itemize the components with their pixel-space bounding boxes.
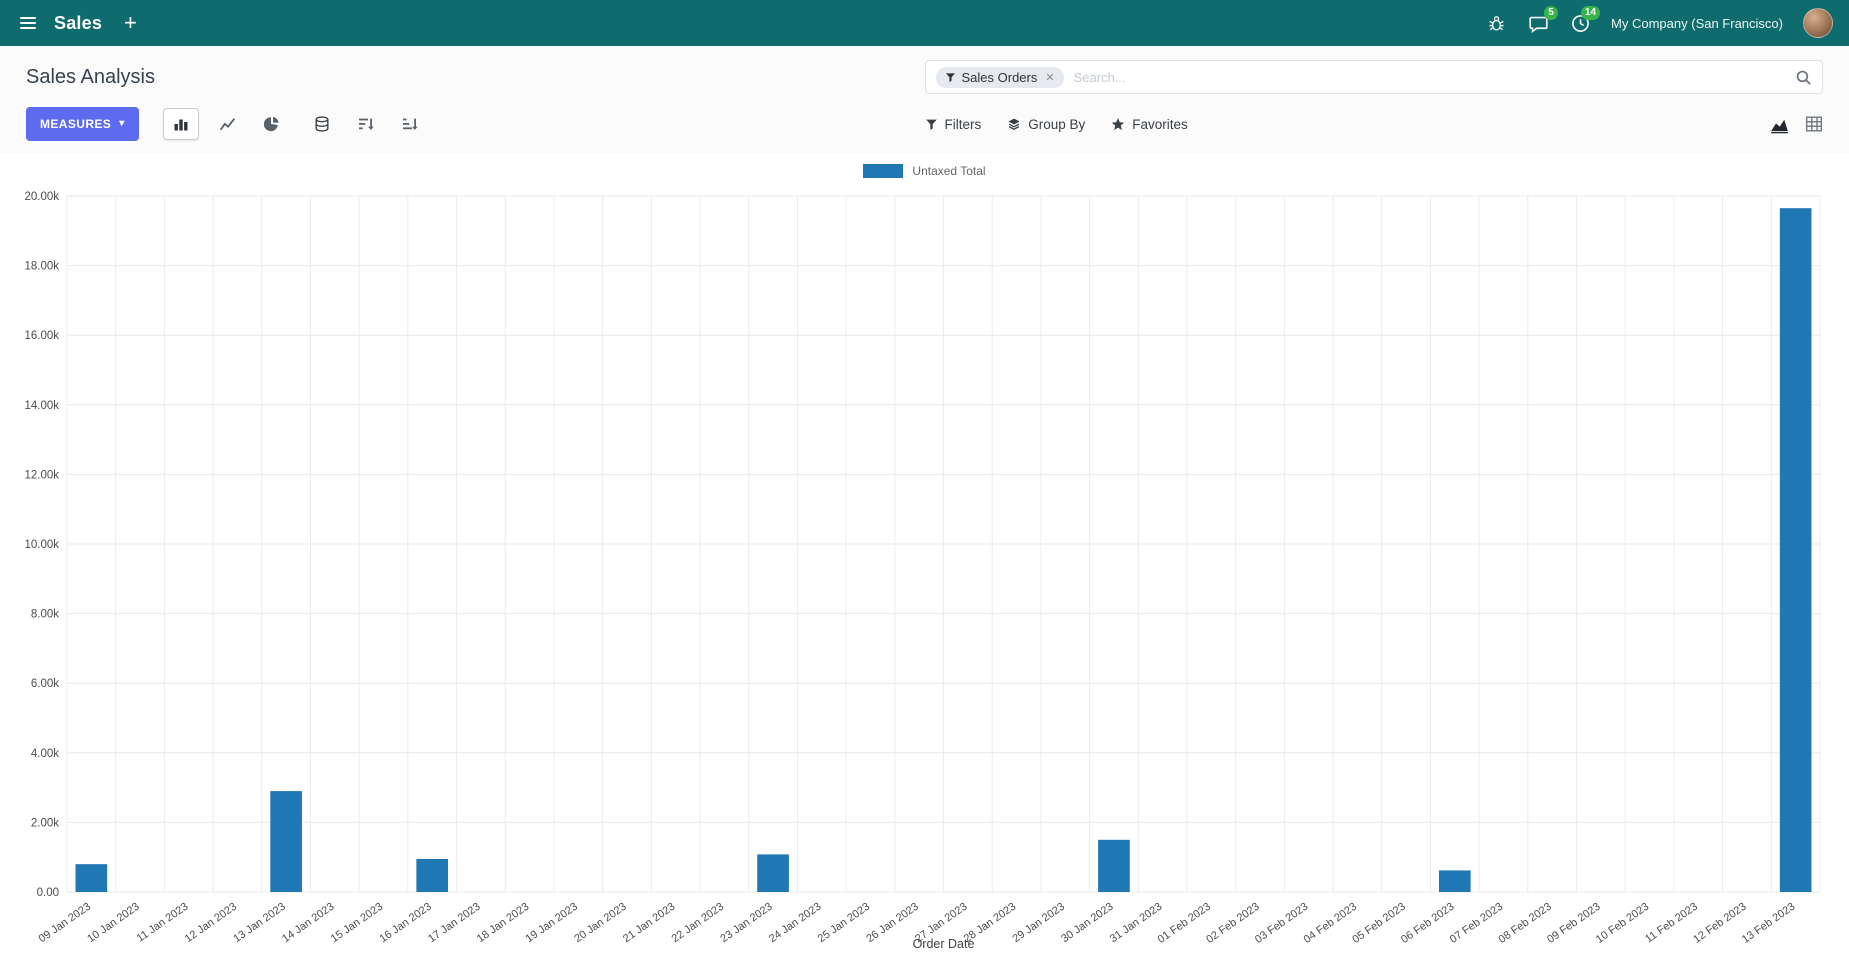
- y-axis-tick-label: 20.00k: [24, 191, 59, 203]
- x-axis-tick-label: 25 Jan 2023: [816, 901, 872, 946]
- star-icon: [1112, 118, 1125, 131]
- x-axis-tick-label: 14 Jan 2023: [280, 901, 336, 946]
- x-axis-tick-label: 03 Feb 2023: [1253, 901, 1310, 946]
- graph-view-button[interactable]: [1770, 115, 1789, 134]
- view-switcher: [1770, 115, 1823, 134]
- x-axis-tick-label: 09 Feb 2023: [1545, 901, 1602, 946]
- sales-analysis-chart-area: Untaxed Total 0.00 2.00k 4.00k 6.00k 8.00k 10…: [0, 158, 1849, 969]
- bar-09-jan-2023[interactable]: [75, 864, 108, 892]
- bar-13-feb-2023[interactable]: [1779, 208, 1812, 892]
- bar-chart-button[interactable]: [162, 108, 199, 140]
- search-facet-sales-orders[interactable]: Sales Orders ✕: [935, 66, 1064, 88]
- x-axis-tick-label: 30 Jan 2023: [1059, 901, 1115, 946]
- x-axis-tick-label: 11 Feb 2023: [1643, 901, 1700, 946]
- x-axis-tick-label: 09 Jan 2023: [37, 901, 93, 946]
- y-axis-tick-label: 6.00k: [31, 678, 59, 690]
- x-axis-tick-label: 23 Jan 2023: [718, 901, 774, 946]
- y-axis-tick-label: 10.00k: [24, 539, 59, 551]
- messages-icon[interactable]: 5: [1527, 6, 1559, 34]
- x-axis-tick-label: 31 Jan 2023: [1108, 901, 1164, 946]
- filter-icon: [925, 119, 937, 130]
- pie-chart-button[interactable]: [257, 109, 287, 139]
- bar-23-jan-2023[interactable]: [757, 854, 789, 892]
- y-axis-tick-label: 8.00k: [31, 609, 59, 621]
- messages-badge: 5: [1544, 6, 1559, 20]
- bar-13-jan-2023[interactable]: [270, 791, 302, 892]
- legend-label: Untaxed Total: [912, 164, 986, 178]
- x-axis-tick-label: 05 Feb 2023: [1350, 901, 1407, 946]
- search-input[interactable]: [1071, 68, 1787, 86]
- x-axis-tick-label: 06 Feb 2023: [1399, 901, 1456, 946]
- x-axis-tick-label: 11 Jan 2023: [135, 901, 191, 945]
- group-by-button[interactable]: Group By: [1007, 117, 1085, 132]
- bar-30-jan-2023[interactable]: [1098, 839, 1130, 892]
- x-axis-tick-label: 07 Feb 2023: [1448, 901, 1505, 946]
- chart-legend[interactable]: Untaxed Total: [0, 158, 1849, 184]
- caret-down-icon: ▾: [119, 118, 125, 129]
- filters-button[interactable]: Filters: [925, 117, 981, 132]
- debug-bug-icon[interactable]: [1485, 12, 1507, 34]
- y-axis-tick-label: 16.00k: [24, 330, 59, 342]
- x-axis-tick-label: 24 Jan 2023: [767, 901, 823, 946]
- y-axis-tick-label: 14.00k: [24, 400, 59, 412]
- x-axis-title: Order Date: [913, 937, 975, 951]
- activities-badge: 14: [1580, 6, 1601, 20]
- y-axis-tick-label: 4.00k: [31, 748, 59, 760]
- legend-swatch: [863, 164, 904, 178]
- line-chart-button[interactable]: [213, 109, 243, 139]
- facet-remove-icon[interactable]: ✕: [1045, 71, 1055, 84]
- apps-menu-icon[interactable]: [16, 13, 40, 33]
- y-axis-tick-label: 18.00k: [24, 261, 59, 273]
- x-axis-tick-label: 12 Feb 2023: [1691, 901, 1748, 946]
- favorites-button[interactable]: Favorites: [1111, 117, 1188, 132]
- search-icon[interactable]: [1795, 69, 1812, 86]
- x-axis-tick-label: 22 Jan 2023: [670, 901, 726, 946]
- x-axis-tick-label: 02 Feb 2023: [1204, 901, 1261, 946]
- pivot-view-button[interactable]: [1805, 115, 1823, 133]
- x-axis-tick-label: 13 Jan 2023: [231, 901, 287, 946]
- top-navbar: Sales + 5 14 My Company (San Francisco): [0, 0, 1849, 46]
- x-axis-tick-label: 29 Jan 2023: [1010, 901, 1066, 946]
- filter-funnel-icon: [945, 72, 955, 82]
- control-panel: Sales Analysis Sales Orders ✕ MEASURES ▾: [0, 46, 1849, 154]
- x-axis-tick-label: 17 Jan 2023: [426, 901, 482, 946]
- bar-06-feb-2023[interactable]: [1438, 870, 1471, 892]
- x-axis-tick-label: 10 Jan 2023: [85, 901, 141, 946]
- chart-type-group: [162, 108, 287, 140]
- x-axis-tick-label: 18 Jan 2023: [475, 901, 531, 946]
- x-axis-tick-label: 16 Jan 2023: [377, 901, 433, 946]
- chart-option-group: [307, 109, 425, 139]
- bar-16-jan-2023[interactable]: [416, 858, 449, 892]
- company-switcher[interactable]: My Company (San Francisco): [1611, 15, 1783, 31]
- x-axis-tick-label: 01 Feb 2023: [1156, 901, 1213, 946]
- layers-icon: [1008, 118, 1020, 130]
- x-axis-tick-label: 13 Feb 2023: [1740, 901, 1797, 946]
- user-avatar[interactable]: [1803, 8, 1833, 38]
- search-bar[interactable]: Sales Orders ✕: [924, 60, 1823, 94]
- x-axis-tick-label: 12 Jan 2023: [183, 901, 239, 946]
- plus-icon[interactable]: +: [124, 10, 137, 35]
- page-title: Sales Analysis: [26, 65, 155, 88]
- y-axis-tick-label: 0.00: [37, 887, 59, 899]
- x-axis-tick-label: 08 Feb 2023: [1496, 901, 1553, 946]
- stacked-toggle-button[interactable]: [307, 109, 337, 139]
- measures-button[interactable]: MEASURES ▾: [26, 107, 139, 141]
- x-axis-tick-label: 19 Jan 2023: [524, 901, 580, 946]
- y-axis-tick-label: 2.00k: [31, 817, 59, 829]
- sort-ascending-button[interactable]: [395, 109, 425, 139]
- x-axis-tick-label: 10 Feb 2023: [1594, 901, 1651, 946]
- y-axis-tick-label: 12.00k: [24, 469, 59, 481]
- x-axis-tick-label: 21 Jan 2023: [621, 901, 677, 946]
- facet-label: Sales Orders: [961, 69, 1038, 85]
- app-name[interactable]: Sales: [54, 12, 103, 33]
- activities-clock-icon[interactable]: 14: [1569, 6, 1601, 34]
- x-axis-tick-label: 15 Jan 2023: [329, 901, 385, 946]
- x-axis-tick-label: 04 Feb 2023: [1302, 901, 1359, 946]
- x-axis-tick-label: 20 Jan 2023: [572, 901, 628, 946]
- sort-descending-button[interactable]: [351, 109, 381, 139]
- sales-analysis-bar-chart[interactable]: 0.00 2.00k 4.00k 6.00k 8.00k 10.00k 12.00k 14.0…: [0, 184, 1849, 964]
